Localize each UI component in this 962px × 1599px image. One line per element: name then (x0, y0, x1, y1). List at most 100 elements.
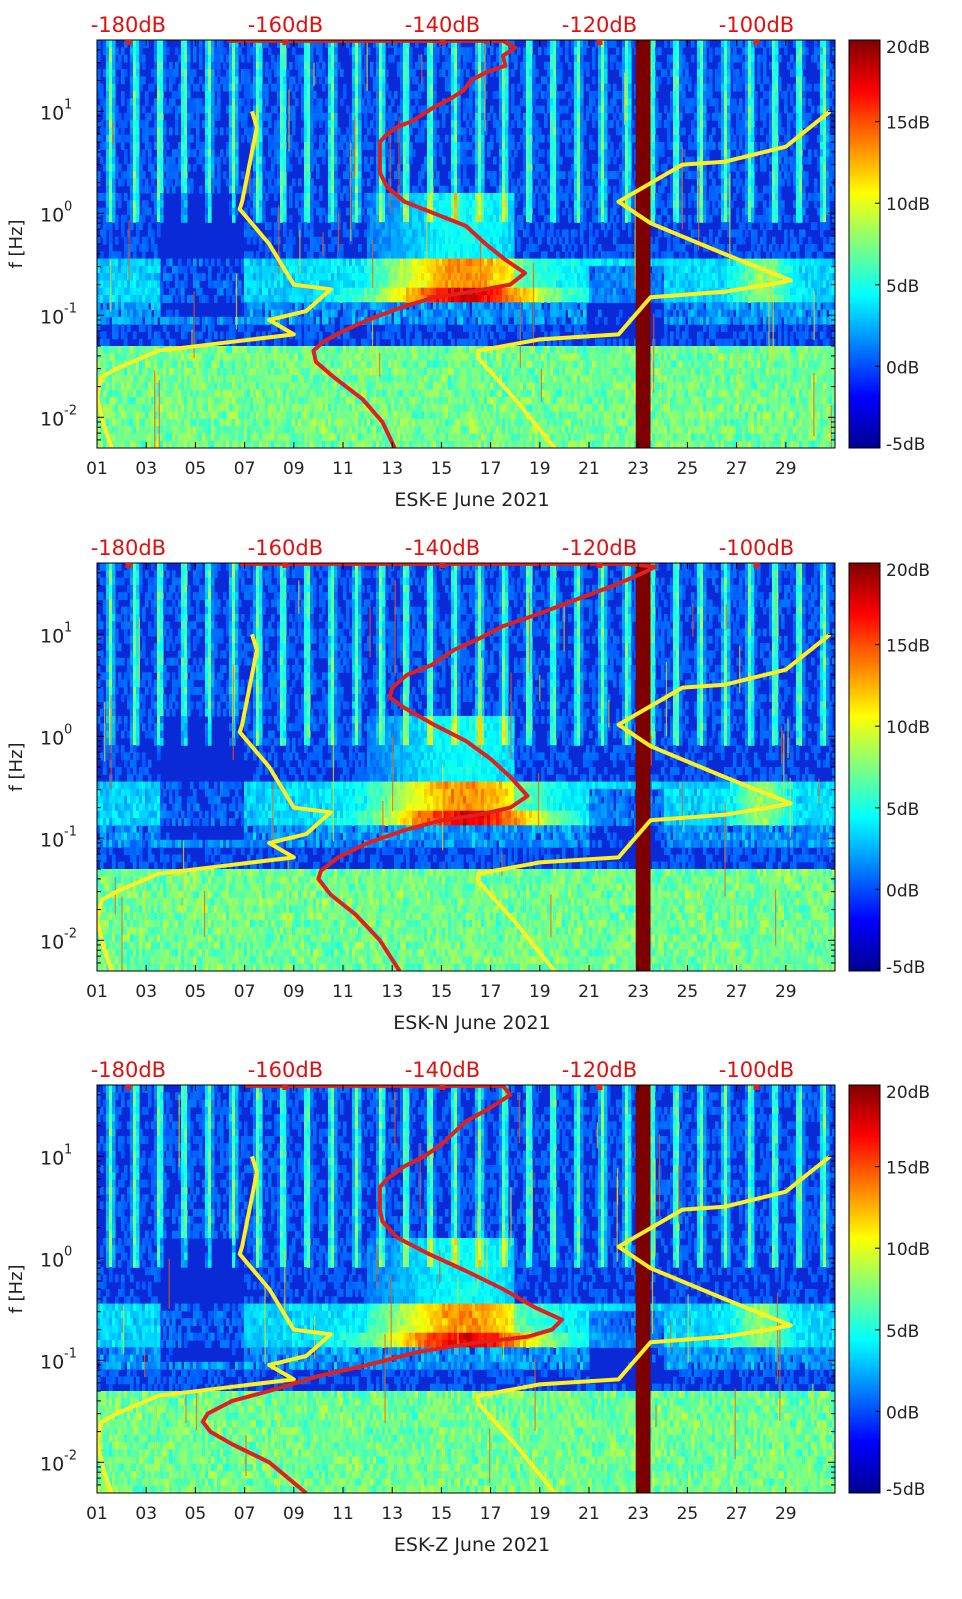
top-db-label: -140dB (405, 1058, 480, 1082)
transient-streak (783, 733, 785, 815)
transient-streak (532, 263, 535, 347)
x-tick-label: 15 (431, 459, 453, 479)
transient-streak (655, 1404, 657, 1427)
x-tick-label: 01 (86, 982, 108, 1002)
transient-streak (539, 674, 541, 702)
x-tick-label: 03 (135, 1504, 157, 1524)
transient-streak (429, 1121, 431, 1151)
x-tick-label: 07 (234, 1504, 256, 1524)
transient-streak (818, 778, 820, 806)
transient-streak (299, 229, 301, 274)
transient-streak (781, 726, 783, 763)
transient-streak (114, 877, 116, 915)
transient-streak (670, 1321, 672, 1352)
x-tick-label: 11 (332, 459, 354, 479)
top-db-tick (439, 40, 446, 45)
transient-streak (154, 370, 156, 448)
x-tick-label: 11 (332, 1504, 354, 1524)
colorbar-tick-label: 5dB (886, 800, 919, 820)
x-tick-label: 23 (627, 982, 649, 1002)
noise-curve-noise-model-low (97, 633, 333, 971)
y-tick-exponent: 0 (64, 1244, 72, 1259)
transient-streak (624, 72, 626, 125)
transient-streak (789, 777, 791, 837)
top-db-label: -180dB (91, 536, 166, 560)
transient-streak (193, 291, 195, 358)
transient-streak (608, 699, 610, 728)
y-tick-exponent: -2 (64, 403, 77, 418)
transient-streak (382, 800, 384, 840)
top-db-tick (125, 40, 132, 45)
x-tick-label: 05 (185, 459, 207, 479)
y-tick-exponent: 1 (64, 97, 72, 112)
colorbar-tick-label: 0dB (886, 1403, 919, 1423)
top-db-tick (282, 563, 289, 568)
top-db-label: -140dB (405, 13, 480, 37)
transient-streak (510, 672, 512, 759)
data-gap-band (635, 563, 651, 971)
colorbar (848, 562, 881, 972)
transient-streak (264, 1284, 266, 1364)
transient-streak (830, 405, 832, 448)
transient-streak (123, 1305, 125, 1354)
transient-streak (440, 1437, 442, 1493)
transient-streak (616, 1176, 618, 1262)
colorbar-tick-label: -5dB (886, 435, 925, 455)
transient-streak (480, 657, 483, 758)
transient-streak (371, 319, 374, 380)
top-db-tick (753, 563, 760, 568)
colorbar-tick-label: 10dB (886, 1240, 930, 1260)
transient-streak (287, 856, 289, 940)
x-tick-label: 07 (234, 459, 256, 479)
transient-streak (651, 1263, 654, 1334)
transient-streak (154, 1401, 157, 1455)
x-tick-label: 13 (381, 459, 403, 479)
transient-streak (531, 1169, 533, 1230)
transient-streak (534, 1357, 536, 1431)
transient-streak (195, 1391, 198, 1431)
transient-streak (144, 1351, 146, 1378)
colorbar-tick-label: 5dB (886, 277, 919, 297)
transient-streak (288, 89, 290, 152)
transient-streak (634, 193, 636, 289)
top-db-label: -120dB (562, 536, 637, 560)
y-tick-exponent: -2 (64, 926, 77, 941)
transient-streak (654, 1159, 656, 1257)
transient-streak (232, 664, 234, 760)
transient-streak (480, 235, 482, 293)
top-db-tick (596, 1085, 603, 1090)
x-tick-label: 25 (677, 982, 699, 1002)
transient-streak (354, 115, 356, 177)
x-tick-label: 25 (677, 459, 699, 479)
transient-streak (650, 736, 652, 766)
transient-streak (394, 580, 396, 676)
transient-streak (617, 1167, 619, 1206)
noise-curve-instrument-self-noise (200, 1085, 564, 1493)
top-db-label: -120dB (562, 1058, 637, 1082)
transient-streak (350, 142, 352, 242)
transient-streak (203, 890, 206, 937)
x-tick-label: 25 (677, 1504, 699, 1524)
noise-curve-instrument-self-noise (239, 563, 658, 971)
transient-streak (729, 173, 731, 265)
x-tick-label: 17 (480, 1504, 502, 1524)
transient-streak (389, 128, 391, 214)
top-db-label: -160dB (248, 1058, 323, 1082)
x-tick-label: 07 (234, 982, 256, 1002)
y-tick-exponent: -2 (64, 1448, 77, 1463)
transient-streak (426, 216, 428, 271)
y-tick-label: 10 (40, 408, 64, 430)
transient-streak (128, 219, 130, 281)
colorbar-tick-label: 20dB (886, 1083, 930, 1103)
transient-streak (675, 1091, 677, 1118)
transient-streak (540, 368, 543, 402)
y-axis-label: f [Hz] (6, 742, 27, 791)
transient-streak (379, 352, 381, 377)
transient-streak (144, 877, 146, 923)
transient-streak (168, 1258, 170, 1309)
transient-streak (366, 40, 368, 91)
transient-streak (277, 1415, 279, 1493)
transient-streak (104, 701, 106, 762)
transient-streak (701, 880, 703, 937)
